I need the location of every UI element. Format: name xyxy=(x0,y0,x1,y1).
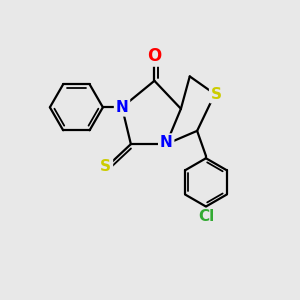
Text: N: N xyxy=(116,100,128,115)
Text: S: S xyxy=(211,87,222,102)
Text: N: N xyxy=(160,135,172,150)
Text: O: O xyxy=(147,47,161,65)
Text: S: S xyxy=(100,159,111,174)
Text: Cl: Cl xyxy=(198,209,214,224)
